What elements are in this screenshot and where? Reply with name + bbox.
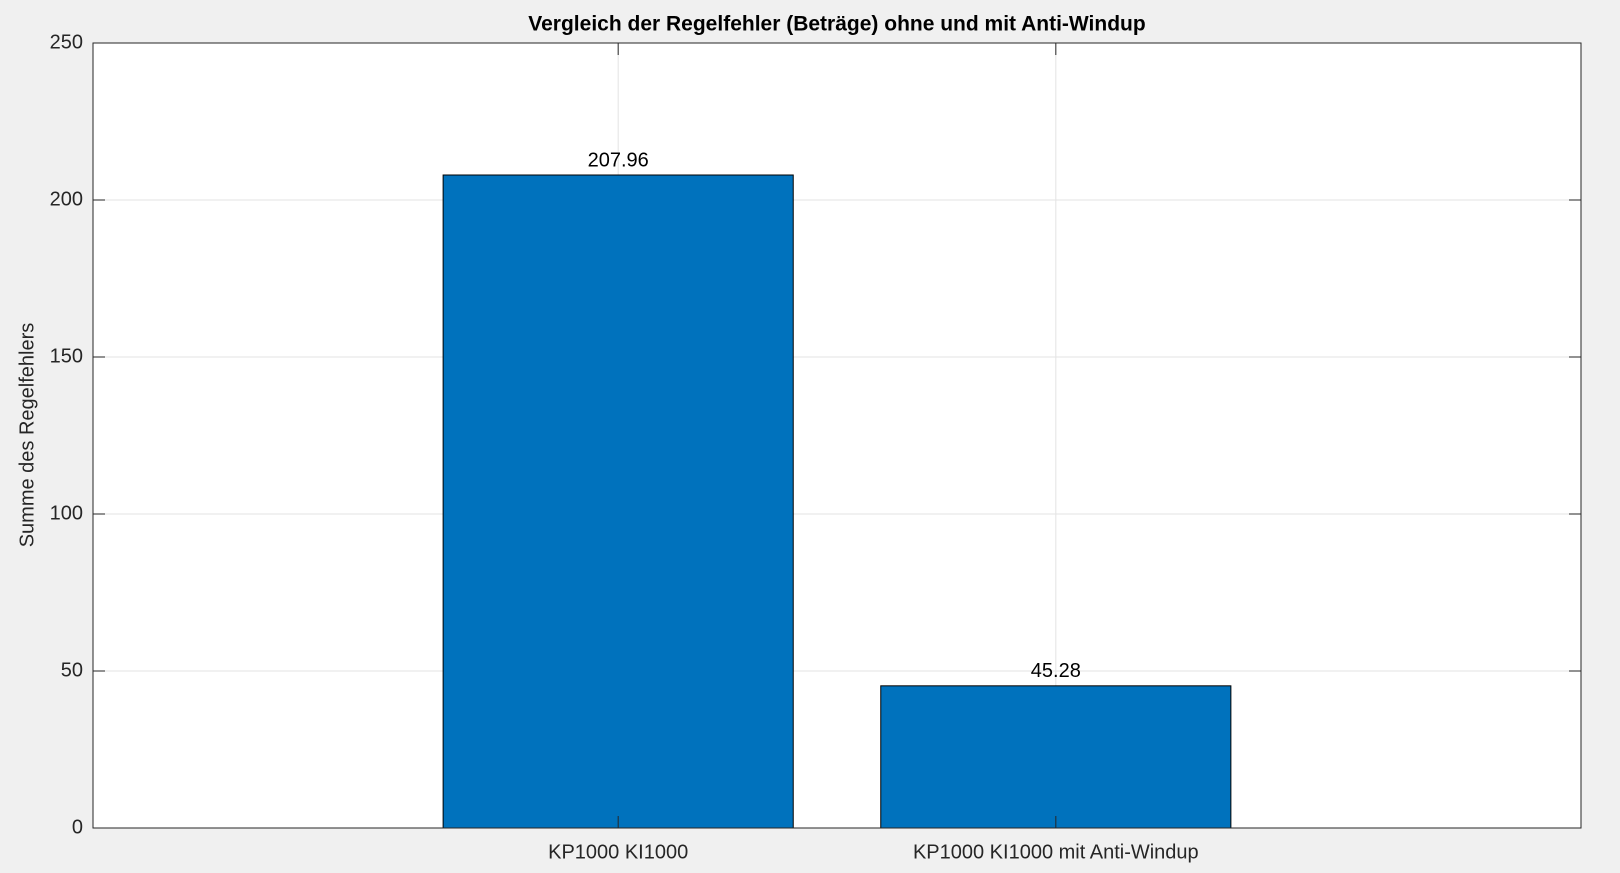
x-tick-label: KP1000 KI1000 mit Anti-Windup: [913, 841, 1199, 863]
value-label: 45.28: [1031, 660, 1081, 682]
y-axis-label: Summe des Regelfehlers: [16, 323, 38, 548]
bar: [880, 685, 1232, 829]
value-label: 207.96: [588, 149, 649, 171]
y-tick-label: 250: [50, 31, 83, 53]
y-tick-label: 0: [72, 816, 83, 838]
y-tick-label: 200: [50, 188, 83, 210]
x-tick-label: KP1000 KI1000: [548, 841, 688, 863]
y-tick-label: 150: [50, 345, 83, 367]
bar: [442, 174, 794, 829]
plot-area: [93, 43, 1581, 828]
chart-title: Vergleich der Regelfehler (Beträge) ohne…: [528, 13, 1145, 36]
y-tick-label: 50: [61, 659, 83, 681]
plot-frame: [92, 42, 1582, 829]
y-tick-label: 100: [50, 502, 83, 524]
